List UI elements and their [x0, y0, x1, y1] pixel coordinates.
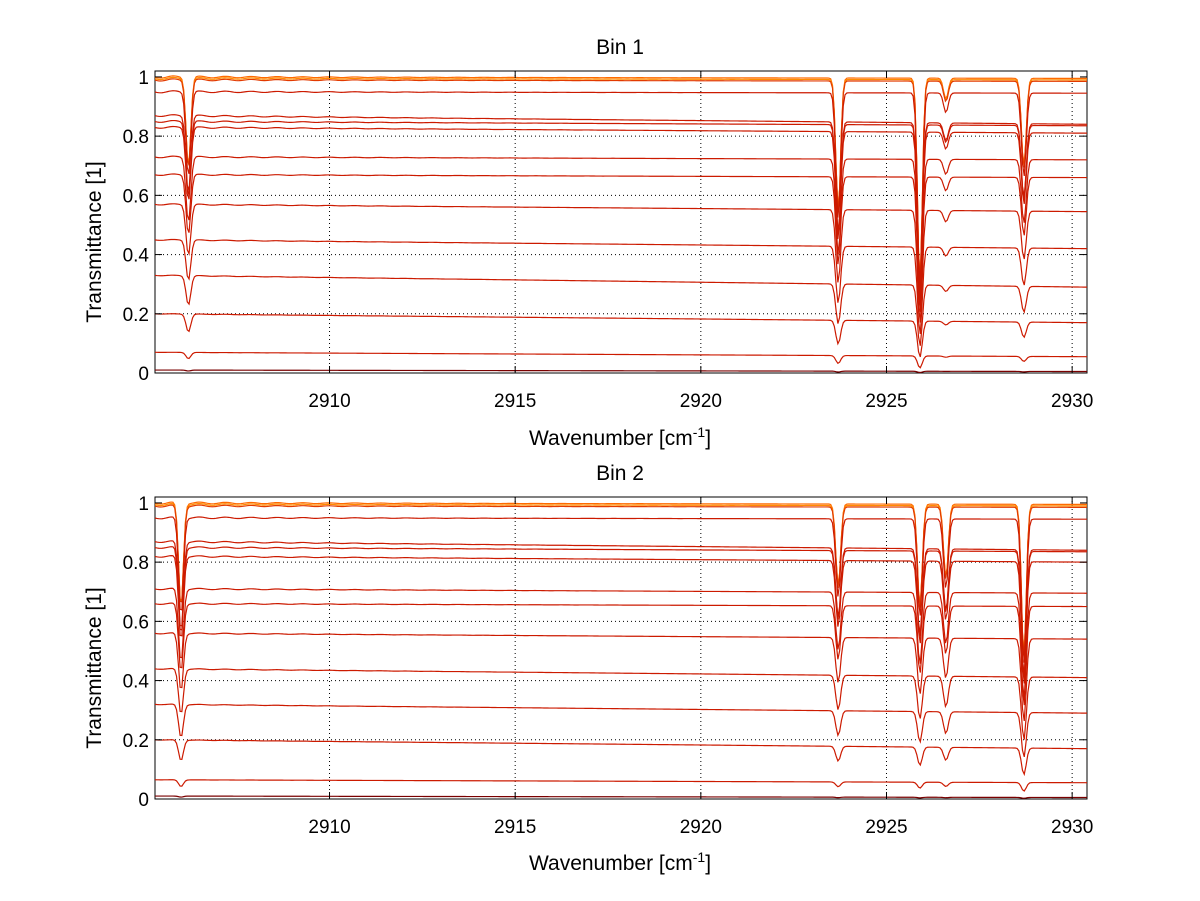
y-axis-label: Transmittance [1] — [83, 161, 106, 322]
series-line — [154, 78, 1087, 283]
x-tick-label: 2930 — [1051, 391, 1093, 412]
series-line — [154, 516, 1088, 663]
series-lines — [154, 75, 1088, 374]
x-tick-label: 2925 — [865, 817, 907, 838]
y-tick-label: 0.8 — [123, 553, 149, 574]
y-tick-label: 0.2 — [123, 731, 149, 752]
plot-area — [154, 496, 1088, 800]
grid-lines — [155, 497, 1087, 799]
y-tick-label: 0.6 — [123, 186, 149, 207]
series-line — [154, 173, 1088, 313]
series-line — [154, 540, 1088, 678]
x-tick-label: 2915 — [494, 817, 536, 838]
series-lines — [154, 501, 1088, 799]
x-axis-label-superscript: -1 — [693, 849, 706, 865]
series-line — [154, 501, 1087, 656]
y-tick-label: 1 — [138, 68, 149, 89]
x-tick-label: 2930 — [1051, 817, 1093, 838]
grid-lines — [155, 71, 1087, 373]
series-line — [154, 703, 1088, 758]
y-ticks: 0 0.2 0.4 0.6 0.8 1 — [123, 68, 1087, 385]
series-line — [154, 238, 1088, 335]
series-line — [154, 546, 1087, 679]
chart-title: Bin 1 — [596, 36, 644, 59]
chart-panel-bin-1: Bin 1 2910 2915 2920 2925 2930 0 0.2 0.4 0.6 0.8… — [83, 36, 1093, 450]
x-ticks: 2910 2915 2920 2925 2930 — [308, 71, 1093, 412]
x-axis-label-end: ] — [705, 852, 711, 875]
y-tick-label: 0 — [138, 790, 149, 811]
y-tick-label: 0.4 — [123, 246, 150, 267]
x-tick-label: 2910 — [308, 391, 350, 412]
x-tick-label: 2920 — [680, 817, 722, 838]
x-axis-label-superscript: -1 — [693, 424, 706, 440]
series-line — [154, 203, 1088, 323]
series-line — [154, 795, 1087, 799]
series-line — [154, 667, 1088, 740]
series-line — [154, 554, 1088, 684]
series-line — [154, 75, 1087, 282]
chart-panel-bin-2: Bin 2 2910 2915 2920 2925 2930 0 0.2 0.4 0.6 0.8… — [83, 462, 1093, 875]
series-line — [154, 504, 1087, 657]
series-line — [154, 155, 1087, 307]
series-line — [154, 90, 1088, 287]
x-axis-label: Wavenumber [cm-1] — [529, 424, 711, 450]
plot-area — [154, 70, 1088, 374]
series-line — [154, 632, 1088, 722]
y-ticks: 0 0.2 0.4 0.6 0.8 1 — [123, 494, 1087, 811]
x-ticks: 2910 2915 2920 2925 2930 — [308, 497, 1093, 838]
x-tick-label: 2925 — [865, 391, 907, 412]
x-tick-label: 2910 — [308, 817, 350, 838]
x-axis-label-main: Wavenumber [cm — [529, 852, 693, 875]
y-tick-label: 0.2 — [123, 305, 149, 326]
series-line — [154, 76, 1087, 282]
y-tick-label: 0.4 — [123, 672, 150, 693]
x-axis-label: Wavenumber [cm-1] — [529, 849, 711, 875]
series-line — [154, 369, 1087, 374]
series-line — [154, 313, 1088, 358]
series-line — [154, 351, 1088, 369]
y-tick-label: 1 — [138, 494, 149, 515]
x-axis-label-main: Wavenumber [cm — [529, 427, 693, 450]
series-line — [154, 119, 1087, 297]
series-line — [154, 739, 1088, 777]
y-tick-label: 0.6 — [123, 612, 149, 633]
y-axis-label: Transmittance [1] — [83, 587, 106, 748]
series-line — [154, 587, 1088, 699]
chart-title: Bin 2 — [596, 462, 644, 485]
series-line — [154, 125, 1088, 299]
series-line — [154, 274, 1088, 346]
series-line — [154, 114, 1088, 296]
x-tick-label: 2915 — [494, 391, 536, 412]
x-axis-label-end: ] — [705, 427, 711, 450]
series-line — [154, 602, 1088, 706]
x-tick-label: 2920 — [680, 391, 722, 412]
series-line — [154, 502, 1087, 657]
y-tick-label: 0 — [138, 364, 149, 385]
y-tick-label: 0.8 — [123, 127, 149, 148]
series-line — [154, 779, 1088, 792]
